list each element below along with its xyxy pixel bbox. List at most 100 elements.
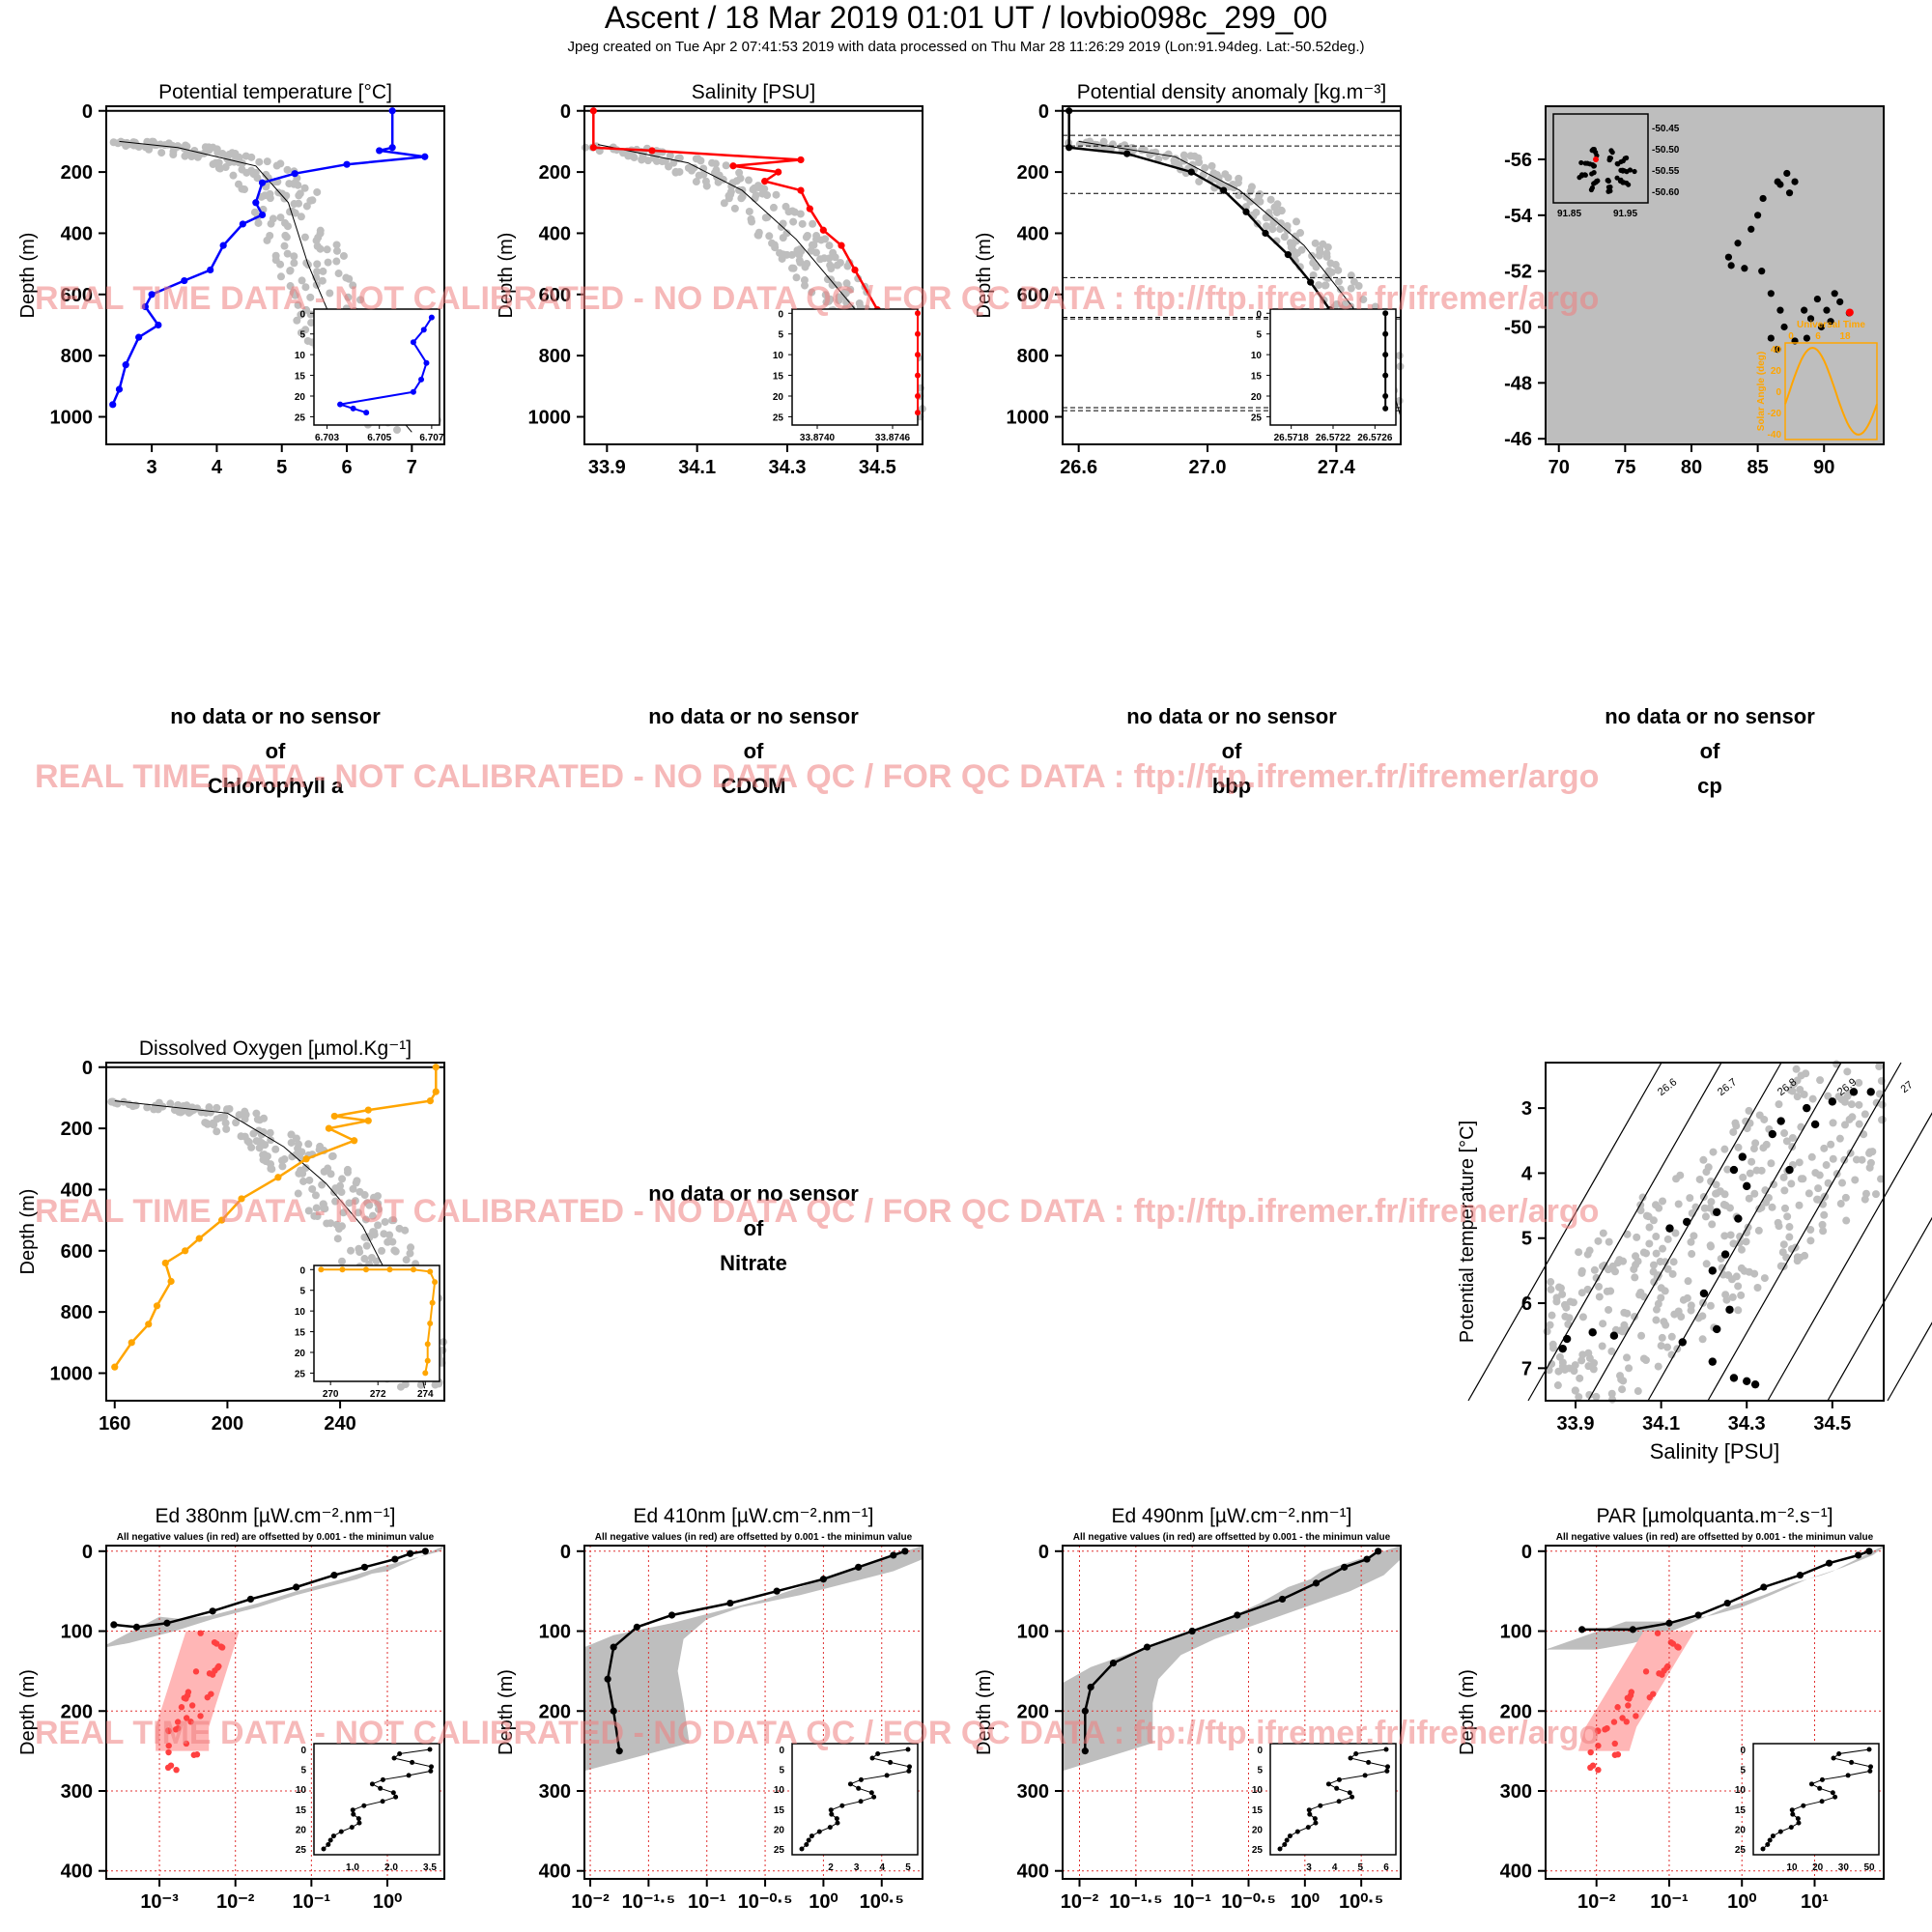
zoom-track-point (1579, 172, 1585, 178)
x-tick-label: 10⁰·⁵ (860, 1891, 904, 1913)
inset-x-tick-label: 6 (1383, 1862, 1389, 1873)
y-tick-label: 200 (539, 162, 571, 184)
plot-area (1546, 1063, 1884, 1401)
x-tick-label: 26.6 (1060, 457, 1097, 478)
history-point (1767, 1159, 1776, 1168)
inset-x-tick-label: 272 (370, 1389, 386, 1400)
inset-profile-point (1868, 1764, 1874, 1770)
history-point (292, 1151, 300, 1159)
history-point (1827, 1140, 1835, 1149)
history-point (336, 1181, 345, 1190)
profile-point (1760, 1583, 1768, 1591)
history-point (1565, 1364, 1574, 1373)
history-point (1334, 277, 1343, 286)
history-point (781, 202, 790, 211)
inset-y-tick-label: 15 (295, 372, 306, 383)
negative-point (1642, 1668, 1650, 1675)
y-tick-label: 400 (1017, 223, 1049, 244)
profile-point (238, 1195, 245, 1203)
ts-point (1803, 1103, 1811, 1113)
negative-point (1594, 1727, 1602, 1734)
inset-profile-point (393, 1794, 399, 1800)
inset-profile-point (422, 1370, 429, 1377)
profile-point (648, 147, 656, 155)
history-point (1720, 1190, 1729, 1199)
negative-point (1674, 1643, 1681, 1650)
y-tick-label: 7 (1521, 1358, 1532, 1379)
history-point (779, 234, 787, 242)
x-tick-label: 34.3 (769, 457, 807, 478)
history-point (1760, 1115, 1769, 1123)
inset-x-tick-label: 270 (323, 1389, 339, 1400)
history-point (1576, 1374, 1584, 1382)
inset-profile-point (1801, 1803, 1806, 1808)
inset-x-tick-label: 26.5726 (1357, 433, 1393, 443)
history-point (319, 1204, 327, 1212)
zoom-x-label: 91.95 (1613, 209, 1637, 219)
zoom-y-label: -50.45 (1652, 124, 1680, 134)
history-point (216, 1113, 225, 1122)
history-point (238, 165, 246, 174)
history-point (1855, 1120, 1863, 1128)
history-point (1547, 1285, 1555, 1293)
profile-point (148, 291, 156, 298)
history-point (311, 1191, 320, 1200)
inset-profile-point (1282, 1842, 1288, 1848)
inset-y-tick-label: 20 (774, 1825, 785, 1835)
history-point (825, 242, 834, 250)
inset-profile-point (1382, 330, 1389, 337)
inset-profile-point (1284, 1837, 1290, 1843)
profile-point (1188, 1627, 1196, 1635)
history-point (1548, 1359, 1556, 1368)
x-tick-label: 75 (1614, 457, 1635, 478)
inset-y-tick-label: 20 (1251, 392, 1263, 403)
y-tick-label: 800 (1017, 346, 1049, 367)
x-tick-label: 160 (99, 1413, 130, 1435)
ts-point (1609, 1331, 1619, 1340)
history-band (1063, 1546, 1401, 1772)
time-inset-x-label: 0 (1788, 331, 1794, 342)
page-subtitle: Jpeg created on Tue Apr 2 07:41:53 2019 … (567, 39, 1365, 55)
negative-point (1611, 1751, 1619, 1758)
history-point (187, 1103, 196, 1112)
zoom-y-label: -50.60 (1652, 187, 1680, 198)
profile-point (1109, 1660, 1118, 1667)
time-inset-x-label: 18 (1839, 331, 1851, 342)
history-point (1577, 1289, 1586, 1297)
history-point (1293, 237, 1301, 245)
history-point (1296, 229, 1305, 238)
y-axis-label: Depth (m) (17, 1669, 39, 1755)
history-point (722, 161, 730, 170)
y-tick-label: 0 (1521, 1542, 1532, 1563)
y-tick-label: 400 (61, 1179, 93, 1201)
ts-point (1708, 1266, 1717, 1275)
history-point (825, 254, 834, 263)
track-point (1823, 306, 1831, 314)
inset-profile-point (1795, 1816, 1801, 1822)
zoom-track-point (1624, 155, 1630, 161)
history-point (1395, 352, 1404, 360)
history-point (792, 273, 801, 282)
history-point (267, 219, 275, 228)
y-tick-label: 1000 (1007, 407, 1050, 428)
inset-profile-point (1382, 310, 1389, 317)
history-point (326, 289, 334, 298)
inset-y-tick-label: 20 (296, 1825, 307, 1835)
profile-point (1187, 168, 1195, 176)
inset-profile-point (361, 1803, 367, 1808)
inset-x-tick-label: 4 (1332, 1862, 1338, 1873)
profile-point (155, 321, 162, 329)
negative-point (190, 1751, 197, 1758)
history-point (1099, 137, 1108, 146)
history-point (372, 1257, 381, 1265)
history-point (771, 243, 780, 252)
last-position-marker (1845, 308, 1854, 317)
x-tick-label: 10⁻¹ (293, 1891, 331, 1913)
history-point (1687, 1237, 1695, 1246)
profile-point (432, 1064, 440, 1071)
history-point (1663, 1264, 1672, 1273)
profile-point (589, 107, 597, 115)
history-point (332, 246, 341, 255)
x-tick-label: 10⁻² (1577, 1891, 1616, 1913)
inset-profile-point (350, 405, 356, 412)
